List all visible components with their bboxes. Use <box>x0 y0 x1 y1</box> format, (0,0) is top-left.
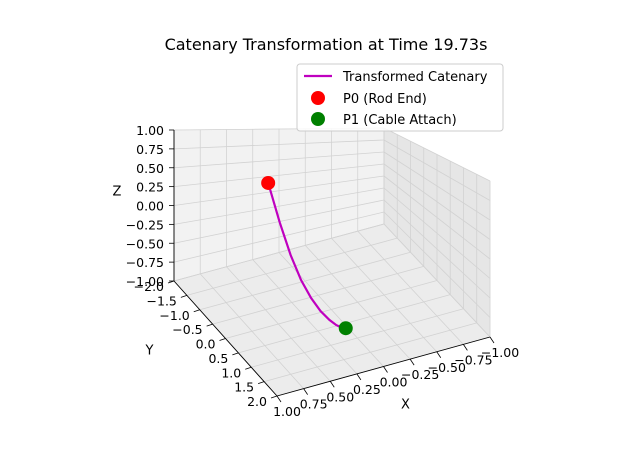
z-axis-ticks: −1.00 −0.75 −0.50 −0.25 0.00 0.25 0.50 0.75 1.00 <box>126 123 174 289</box>
x-tick-mark <box>409 358 415 366</box>
y-axis-label: Y <box>145 344 154 359</box>
z-tick-label: −0.75 <box>126 255 164 270</box>
z-tick-label: 0.75 <box>136 142 164 157</box>
grid-line <box>383 151 491 221</box>
x-tick-label: 0.00 <box>380 375 408 390</box>
x-tick-label: 0.25 <box>353 382 381 397</box>
y-tick-label: 2.0 <box>247 394 267 409</box>
grid-line <box>304 245 411 360</box>
x-tick-label: −0.50 <box>428 360 466 375</box>
x-axis-ticks: −1.00−0.75−0.50−0.250.000.250.500.751.00 <box>273 336 519 419</box>
z-tick-label: −0.25 <box>126 217 164 232</box>
legend-label-p1: P1 (Cable Attach) <box>343 113 457 128</box>
x-tick-mark <box>356 373 362 381</box>
y-tick-mark <box>180 294 188 298</box>
grid-line <box>331 237 438 353</box>
z-axis-label: Z <box>113 185 122 200</box>
grid-line <box>225 280 438 339</box>
z-tick-label: 1.00 <box>136 123 164 138</box>
legend-box <box>296 63 504 132</box>
grid-line <box>383 223 491 338</box>
x-tick-label: 0.75 <box>300 397 328 412</box>
y-tick-mark <box>206 323 213 327</box>
grid-line <box>383 163 491 240</box>
grid-line <box>173 139 385 150</box>
y-tick-label: 1.0 <box>221 365 241 380</box>
y-tick-mark <box>245 366 252 370</box>
grid-line <box>383 139 491 201</box>
z-tick-label: 0.50 <box>136 161 164 176</box>
grid-line <box>264 322 477 383</box>
y-tick-mark <box>232 352 239 356</box>
grid-line <box>173 151 385 169</box>
y-tick-label: 0.0 <box>196 337 216 352</box>
x-tick-label: 1.00 <box>273 404 301 419</box>
grid-line <box>173 175 385 206</box>
point-p1-cable-attach <box>338 321 353 336</box>
z-tick-label: −1.00 <box>126 274 164 289</box>
x-tick-mark <box>276 395 282 403</box>
y-tick-mark <box>219 338 226 341</box>
legend: Transformed Catenary P0 (Rod End) P1 (Ca… <box>296 63 504 132</box>
y-tick-mark <box>257 381 265 385</box>
x-tick-mark <box>436 351 442 358</box>
x-axis-label: X <box>401 398 410 413</box>
y-axis-ticks: −2.0−1.5−1.0−0.50.00.51.01.52.0 <box>134 279 278 409</box>
y-tick-label: 1.5 <box>234 380 254 395</box>
legend-label-catenary: Transformed Catenary <box>342 70 488 85</box>
grid-line <box>173 163 385 188</box>
y-tick-label: 0.5 <box>208 351 228 366</box>
x-tick-label: −0.25 <box>401 367 439 382</box>
legend-marker-p0 <box>311 91 325 105</box>
legend-marker-p1 <box>311 112 325 126</box>
y-tick-mark <box>193 309 200 313</box>
x-tick-mark <box>489 336 495 344</box>
point-p0-rod-end <box>261 175 276 190</box>
x-tick-label: −1.00 <box>481 345 519 360</box>
grid-line <box>383 127 491 182</box>
y-tick-label: −1.5 <box>147 293 177 308</box>
y-tick-label: −2.0 <box>134 279 164 294</box>
grid-line <box>357 230 464 345</box>
x-tick-mark <box>463 344 468 351</box>
grid-line <box>383 175 491 260</box>
z-tick-label: 0.25 <box>136 180 164 195</box>
z-tick-label: −0.50 <box>126 236 164 251</box>
x-tick-mark <box>383 366 388 373</box>
grid-line <box>251 308 464 368</box>
x-tick-label: −0.75 <box>454 352 492 367</box>
y-tick-label: −0.5 <box>172 322 202 337</box>
legend-label-p0: P0 (Rod End) <box>343 92 427 107</box>
x-tick-label: 0.50 <box>326 389 354 404</box>
y-tick-label: −1.0 <box>159 308 189 323</box>
x-tick-mark <box>329 381 335 388</box>
x-tick-mark <box>303 388 308 395</box>
z-tick-label: 0.00 <box>136 199 164 214</box>
y-tick-mark <box>270 395 278 399</box>
chart-title: Catenary Transformation at Time 19.73s <box>165 35 488 54</box>
